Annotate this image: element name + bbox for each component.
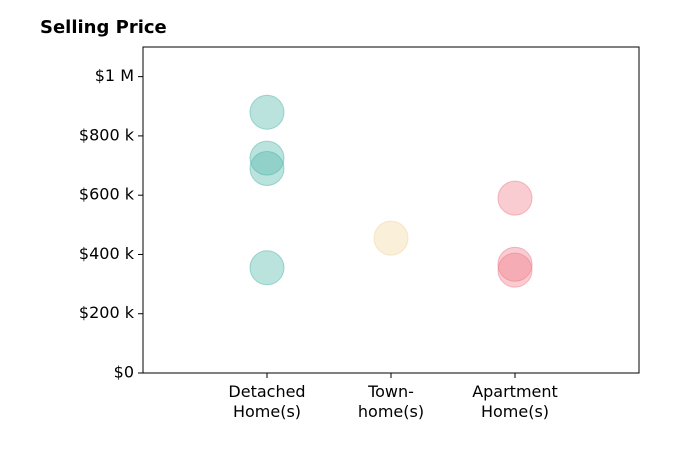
point [373, 220, 409, 256]
point [249, 151, 285, 187]
x-tick-label: Town- home(s) [357, 382, 425, 421]
y-tick-label: $0 [114, 363, 134, 382]
point [249, 140, 285, 176]
x-tick-label: Apartment Home(s) [472, 382, 558, 421]
y-tick-label: $400 k [79, 244, 135, 263]
plot-frame [142, 46, 640, 374]
y-tick-label: $1 M [95, 66, 134, 85]
point [249, 250, 285, 286]
point [497, 252, 533, 288]
point [497, 180, 533, 216]
y-tick-label: $200 k [79, 303, 135, 322]
point [249, 94, 285, 130]
chart-title: Selling Price [40, 17, 167, 38]
x-tick-label: Detached Home(s) [228, 382, 306, 421]
y-tick-label: $800 k [79, 125, 135, 144]
y-tick-label: $600 k [79, 185, 135, 204]
